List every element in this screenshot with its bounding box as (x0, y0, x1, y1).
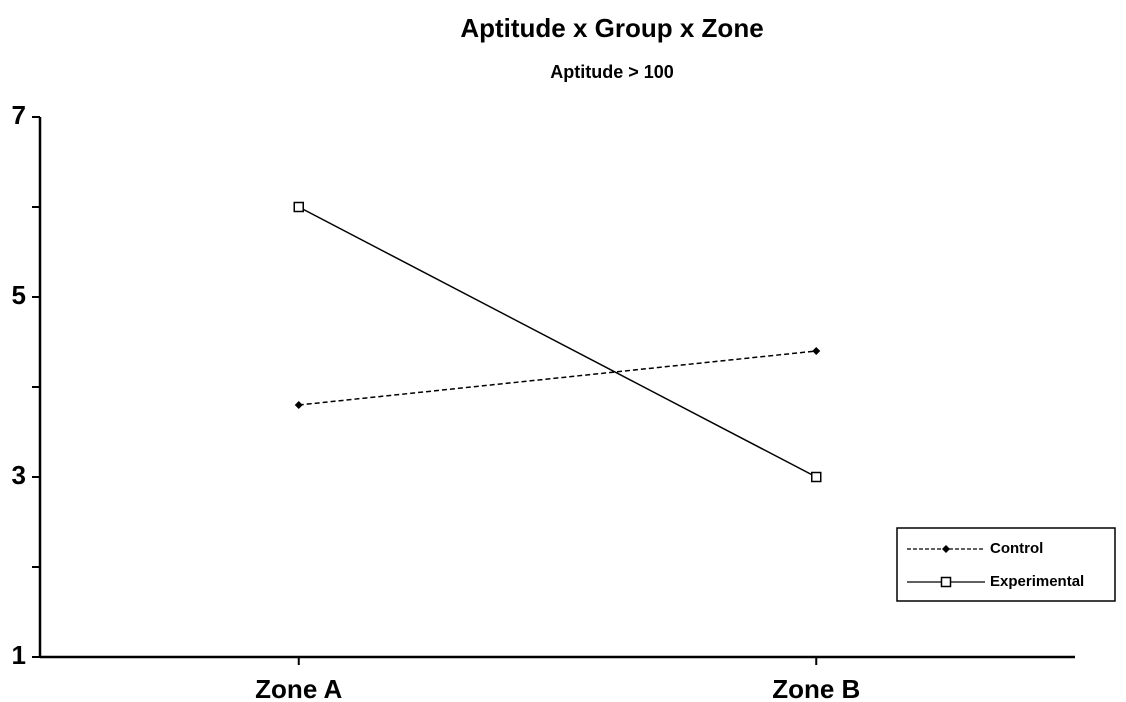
data-point (812, 347, 821, 355)
x-tick-label: Zone B (772, 674, 860, 702)
data-point (294, 401, 303, 409)
data-point (811, 471, 822, 483)
legend-marker (942, 545, 950, 553)
y-tick-label: 3 (12, 460, 26, 490)
chart-title: Aptitude x Group x Zone (460, 13, 763, 43)
x-tick-label: Zone A (255, 674, 342, 702)
y-tick-label: 7 (12, 100, 26, 130)
legend-label: Experimental (990, 573, 1084, 590)
series-line (298, 206, 817, 478)
legend-label: Control (990, 540, 1043, 557)
series-line (298, 350, 817, 406)
data-point (293, 201, 304, 213)
legend (896, 527, 1116, 602)
chart-subtitle: Aptitude > 100 (550, 62, 674, 82)
y-tick-label: 5 (12, 280, 26, 310)
legend-marker (940, 576, 952, 588)
y-tick-label: 1 (12, 640, 26, 670)
